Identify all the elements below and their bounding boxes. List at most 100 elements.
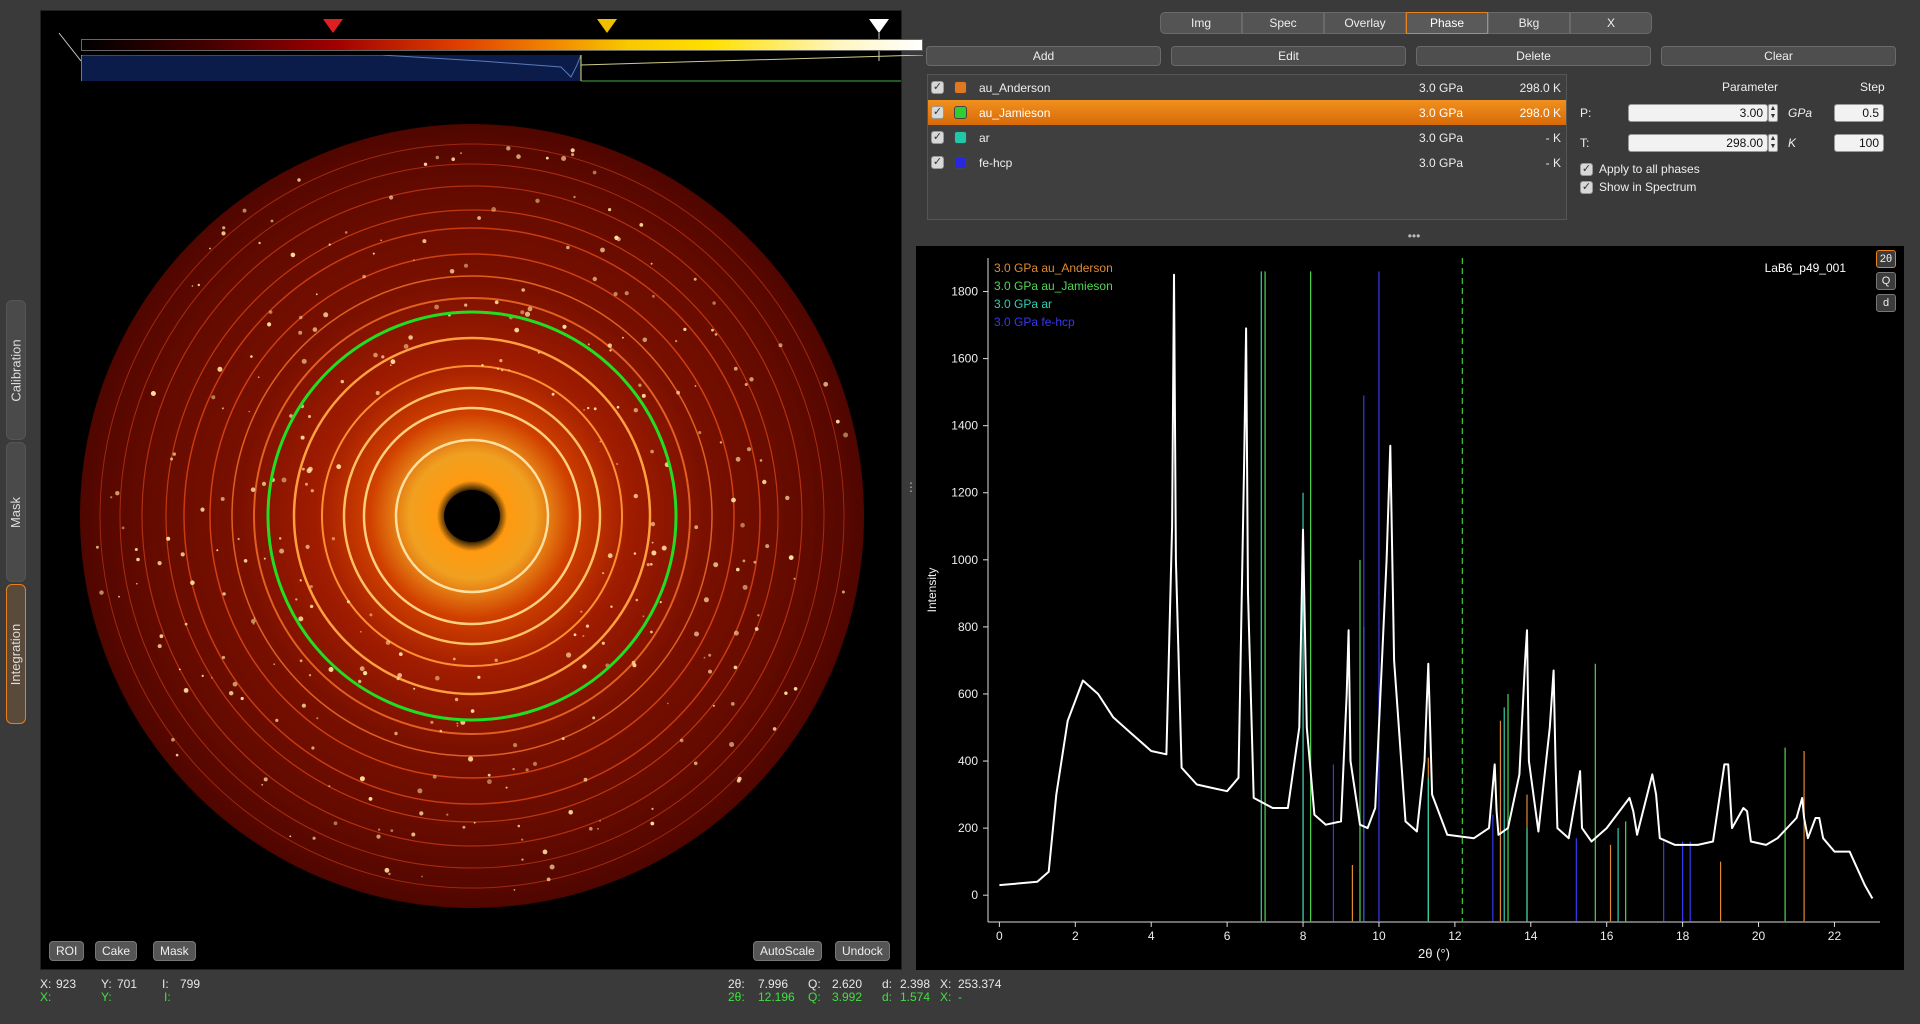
add-button[interactable]: Add bbox=[926, 46, 1161, 66]
bragg-spot bbox=[693, 277, 697, 281]
bragg-spot bbox=[333, 821, 338, 826]
intensity-histogram[interactable] bbox=[81, 55, 923, 91]
temperature-spinner[interactable]: ▲ ▼ bbox=[1768, 134, 1778, 152]
bragg-spot bbox=[610, 605, 613, 608]
tab-spec[interactable]: Spec bbox=[1242, 12, 1324, 34]
phase-row-fe-hcp[interactable]: ✓ fe-hcp 3.0 GPa - K bbox=[928, 150, 1566, 175]
cake-button[interactable]: Cake bbox=[95, 941, 137, 961]
max-marker-icon[interactable] bbox=[869, 19, 889, 33]
undock-button[interactable]: Undock bbox=[835, 941, 890, 961]
bragg-spot bbox=[358, 679, 362, 684]
bragg-spot bbox=[679, 738, 684, 743]
bragg-spot bbox=[298, 330, 303, 335]
bragg-spot bbox=[299, 579, 302, 582]
bragg-spot bbox=[446, 813, 449, 816]
tab-integration[interactable]: Integration bbox=[6, 584, 26, 724]
pressure-spinner[interactable]: ▲ ▼ bbox=[1768, 104, 1778, 122]
delete-button[interactable]: Delete bbox=[1416, 46, 1651, 66]
mask-button[interactable]: Mask bbox=[153, 941, 196, 961]
bragg-spot bbox=[602, 572, 605, 575]
tab-overlay[interactable]: Overlay bbox=[1324, 12, 1406, 34]
bragg-spot bbox=[449, 269, 455, 274]
bragg-spot bbox=[477, 216, 481, 220]
show-in-spectrum-checkbox[interactable]: ✓ Show in Spectrum bbox=[1580, 180, 1696, 194]
phase-row-au-anderson[interactable]: ✓ au_Anderson 3.0 GPa 298.0 K bbox=[928, 75, 1566, 100]
bragg-spot bbox=[388, 872, 391, 876]
autoscale-button[interactable]: AutoScale bbox=[753, 941, 822, 961]
bragg-spot bbox=[570, 148, 575, 153]
bragg-spot bbox=[765, 544, 770, 549]
tab-x[interactable]: X bbox=[1570, 12, 1652, 34]
bragg-spot bbox=[200, 507, 205, 512]
image-panel[interactable]: ROI Cake Mask AutoScale Undock bbox=[40, 10, 923, 970]
phase-checkbox[interactable]: ✓ bbox=[931, 131, 944, 144]
q2-value: 3.992 bbox=[832, 990, 863, 1004]
roi-button[interactable]: ROI bbox=[49, 941, 85, 961]
x-tick-label: 20 bbox=[1752, 929, 1766, 943]
bragg-spot bbox=[268, 310, 273, 314]
bragg-spot bbox=[211, 677, 213, 679]
bragg-spot bbox=[378, 828, 381, 831]
bragg-spot bbox=[506, 146, 511, 151]
edit-button[interactable]: Edit bbox=[1171, 46, 1406, 66]
bragg-spot bbox=[505, 786, 508, 789]
bragg-spot bbox=[295, 598, 298, 601]
temperature-step-input[interactable]: 100 bbox=[1834, 134, 1884, 152]
bragg-spot bbox=[470, 709, 475, 713]
tab-img[interactable]: Img bbox=[1160, 12, 1242, 34]
diffraction-image[interactable] bbox=[77, 121, 867, 911]
bragg-spot bbox=[651, 807, 654, 811]
bragg-spot bbox=[784, 691, 788, 695]
bragg-spot bbox=[646, 563, 650, 567]
apply-all-phases-checkbox[interactable]: ✓ Apply to all phases bbox=[1580, 162, 1700, 176]
x2-value: - bbox=[958, 990, 962, 1004]
horizontal-splitter-handle[interactable]: ••• bbox=[1407, 229, 1421, 243]
bragg-spot bbox=[359, 630, 362, 633]
tab-phase[interactable]: Phase bbox=[1406, 12, 1488, 34]
spectrum-plot[interactable]: 0 2 4 6 8 10 12 14 16 18 20 22 0 200 400 600 800 1000 1200… bbox=[916, 246, 1904, 970]
unit-2theta-button[interactable]: 2θ bbox=[1876, 250, 1896, 268]
phase-row-au-jamieson[interactable]: ✓ au_Jamieson 3.0 GPa 298.0 K bbox=[928, 100, 1566, 125]
phase-color-swatch[interactable] bbox=[954, 106, 967, 119]
phase-color-swatch[interactable] bbox=[954, 131, 967, 144]
temperature-input[interactable]: 298.00 bbox=[1628, 134, 1768, 152]
bragg-spot bbox=[744, 383, 748, 386]
phase-color-swatch[interactable] bbox=[954, 81, 967, 94]
bragg-spot bbox=[733, 366, 738, 371]
unit-d-button[interactable]: d bbox=[1876, 294, 1896, 312]
phase-checkbox[interactable]: ✓ bbox=[931, 81, 944, 94]
bragg-spot bbox=[248, 410, 250, 413]
yellow-marker-icon[interactable] bbox=[597, 19, 617, 33]
phase-color-swatch[interactable] bbox=[954, 156, 967, 169]
tab-calibration[interactable]: Calibration bbox=[6, 300, 26, 440]
bragg-spot bbox=[545, 156, 549, 160]
bragg-spot bbox=[708, 669, 712, 674]
bragg-spot bbox=[359, 776, 365, 782]
temperature-label: T: bbox=[1580, 136, 1590, 150]
bragg-spot bbox=[651, 550, 657, 556]
x-tick-label: 8 bbox=[1300, 929, 1307, 943]
tab-bkg[interactable]: Bkg bbox=[1488, 12, 1570, 34]
unit-q-button[interactable]: Q bbox=[1876, 272, 1896, 290]
pressure-step-input[interactable]: 0.5 bbox=[1834, 104, 1884, 122]
bragg-spot bbox=[757, 614, 760, 617]
bragg-spot bbox=[197, 283, 200, 287]
phase-checkbox[interactable]: ✓ bbox=[931, 106, 944, 119]
bragg-spot bbox=[638, 383, 642, 387]
x-tick-label: 0 bbox=[996, 929, 1003, 943]
bragg-spot bbox=[411, 832, 416, 837]
bragg-spot bbox=[587, 343, 590, 346]
min-marker-icon[interactable] bbox=[49, 19, 69, 33]
red-marker-icon[interactable] bbox=[323, 19, 343, 33]
pressure-input[interactable]: 3.00 bbox=[1628, 104, 1768, 122]
phase-checkbox[interactable]: ✓ bbox=[931, 156, 944, 169]
spectrum-panel[interactable]: 0 2 4 6 8 10 12 14 16 18 20 22 0 200 400 600 800 1000 1200… bbox=[916, 246, 1904, 970]
clear-button[interactable]: Clear bbox=[1661, 46, 1896, 66]
tab-mask[interactable]: Mask bbox=[6, 442, 26, 582]
phase-row-ar[interactable]: ✓ ar 3.0 GPa - K bbox=[928, 125, 1566, 150]
vertical-splitter-handle[interactable]: ⋮ bbox=[905, 480, 917, 494]
bragg-spot bbox=[464, 263, 468, 268]
phase-pressure: 3.0 GPa bbox=[1419, 80, 1464, 95]
bragg-spot bbox=[121, 526, 125, 530]
phase-name: fe-hcp bbox=[979, 155, 1013, 170]
